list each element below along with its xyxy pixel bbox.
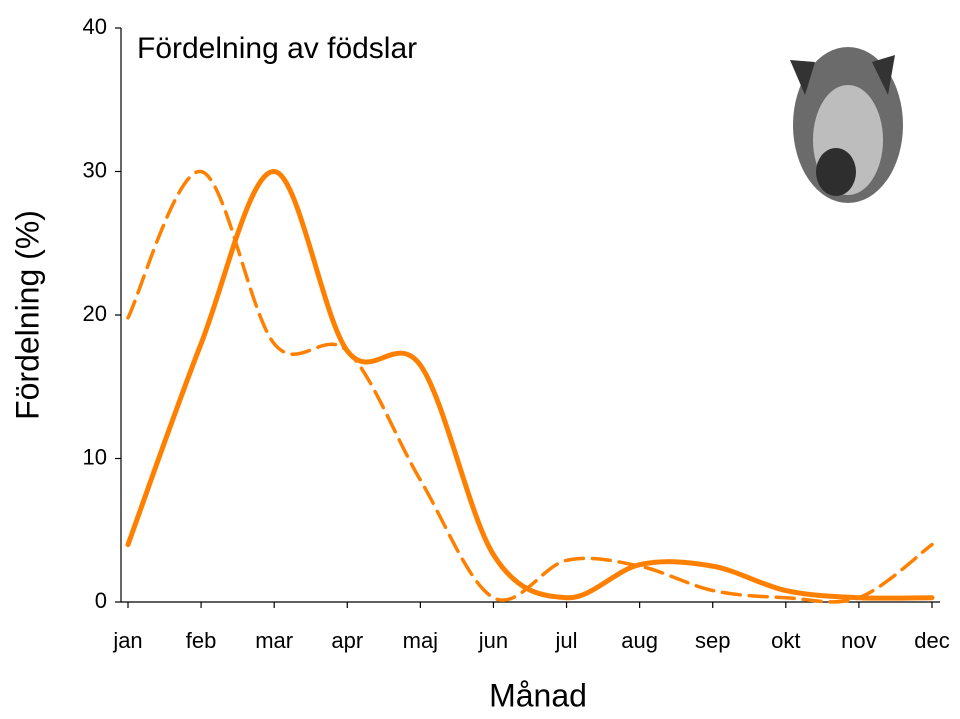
chart-title: Fördelning av födslar bbox=[137, 32, 417, 65]
x-tick-label: feb bbox=[186, 628, 217, 653]
x-tick-label: aug bbox=[621, 628, 658, 653]
y-tick-label: 10 bbox=[83, 444, 107, 469]
x-tick-label: nov bbox=[841, 628, 876, 653]
y-tick-label: 20 bbox=[83, 301, 107, 326]
y-axis-label: Fördelning (%) bbox=[9, 210, 45, 420]
boar-illustration bbox=[790, 47, 903, 203]
x-tick-label: apr bbox=[331, 628, 363, 653]
x-tick-label: dec bbox=[914, 628, 949, 653]
y-tick-label: 0 bbox=[95, 588, 107, 613]
x-tick-label: maj bbox=[403, 628, 438, 653]
y-tick-label: 40 bbox=[83, 14, 107, 39]
series-line bbox=[126, 169, 934, 604]
x-tick-label: mar bbox=[255, 628, 293, 653]
x-axis-label: Månad bbox=[489, 677, 587, 713]
x-tick-label: sep bbox=[695, 628, 730, 653]
x-tick-label: jun bbox=[478, 628, 508, 653]
series-line bbox=[125, 168, 935, 601]
x-tick-label: jan bbox=[112, 628, 142, 653]
x-tick-label: okt bbox=[771, 628, 800, 653]
y-tick-label: 30 bbox=[83, 157, 107, 182]
x-tick-label: jul bbox=[555, 628, 578, 653]
